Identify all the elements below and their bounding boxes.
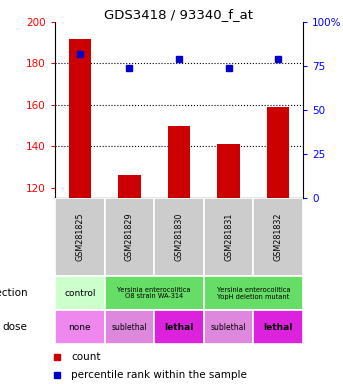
- Bar: [105, 198, 154, 276]
- Text: GSM281829: GSM281829: [125, 213, 134, 262]
- Text: count: count: [71, 352, 101, 362]
- Bar: [253, 198, 303, 276]
- Text: Yersinia enterocolitica
YopH deletion mutant: Yersinia enterocolitica YopH deletion mu…: [217, 286, 290, 300]
- Bar: [154, 198, 204, 276]
- Bar: [105, 276, 204, 310]
- Bar: [105, 310, 154, 344]
- Bar: [168, 126, 190, 198]
- Bar: [204, 310, 253, 344]
- Bar: [118, 175, 141, 198]
- Text: percentile rank within the sample: percentile rank within the sample: [71, 369, 247, 379]
- Bar: [204, 198, 253, 276]
- Text: sublethal: sublethal: [211, 323, 246, 331]
- Title: GDS3418 / 93340_f_at: GDS3418 / 93340_f_at: [105, 8, 253, 21]
- Text: lethal: lethal: [164, 323, 194, 331]
- Text: infection: infection: [0, 288, 28, 298]
- Bar: [154, 310, 204, 344]
- Text: GSM281825: GSM281825: [75, 213, 84, 262]
- Text: sublethal: sublethal: [111, 323, 147, 331]
- Bar: [267, 107, 289, 198]
- Bar: [253, 310, 303, 344]
- Text: Yersinia enterocolitica
O8 strain WA-314: Yersinia enterocolitica O8 strain WA-314: [117, 286, 191, 300]
- Text: GSM281830: GSM281830: [175, 213, 184, 261]
- Bar: [69, 38, 91, 198]
- Bar: [204, 276, 303, 310]
- Bar: [55, 198, 105, 276]
- Bar: [217, 144, 240, 198]
- Text: GSM281831: GSM281831: [224, 213, 233, 261]
- Text: GSM281832: GSM281832: [274, 213, 283, 261]
- Text: dose: dose: [3, 322, 28, 332]
- Bar: [55, 276, 105, 310]
- Bar: [55, 310, 105, 344]
- Text: none: none: [69, 323, 91, 331]
- Text: lethal: lethal: [263, 323, 293, 331]
- Text: control: control: [64, 288, 96, 298]
